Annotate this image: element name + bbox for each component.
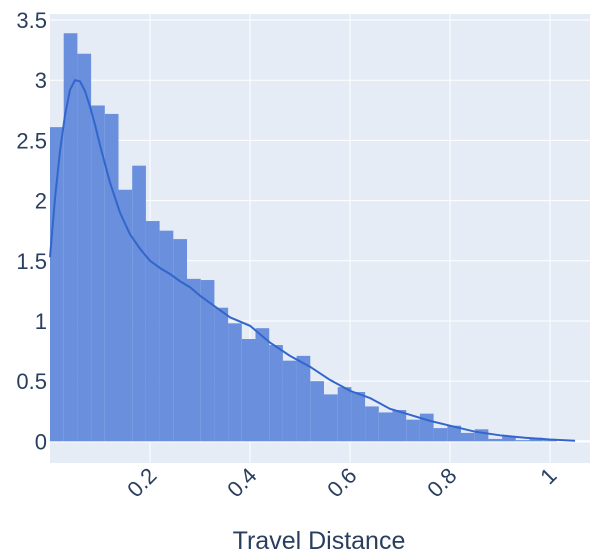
histogram-bar xyxy=(173,239,187,442)
x-tick-label: 1 xyxy=(535,463,561,489)
histogram-bar xyxy=(378,412,393,442)
y-tick-label: 1 xyxy=(35,309,47,334)
histogram-bar xyxy=(502,436,516,442)
histogram-bar xyxy=(228,323,242,442)
histogram-bar xyxy=(241,339,256,442)
histogram-bar xyxy=(392,410,407,442)
x-axis-ticks: 0.2 0.4 0.6 0.8 1 xyxy=(122,463,561,502)
x-axis-title: Travel Distance xyxy=(233,527,406,555)
histogram-bar xyxy=(77,53,92,442)
histogram-bar xyxy=(255,328,270,442)
histogram-bar xyxy=(488,438,503,442)
histogram-bar xyxy=(91,105,105,442)
histogram-bar xyxy=(159,230,174,442)
histogram-bar xyxy=(214,307,229,442)
y-tick-label: 2 xyxy=(35,189,47,214)
histogram-bar xyxy=(324,394,338,442)
y-axis-ticks: 0 0.5 1 1.5 2 2.5 3 3.5 xyxy=(16,8,47,454)
x-tick-label: 0.6 xyxy=(322,463,361,502)
y-tick-label: 0.5 xyxy=(16,369,47,394)
histogram-bars xyxy=(50,33,557,442)
histogram-bar xyxy=(337,387,352,442)
histogram-bar xyxy=(447,425,461,442)
histogram-bar xyxy=(543,440,557,442)
histogram-bar xyxy=(515,440,530,442)
histogram-bar xyxy=(282,360,297,442)
histogram-bar xyxy=(63,33,78,442)
histogram-bar xyxy=(365,406,379,442)
y-tick-label: 1.5 xyxy=(16,249,47,274)
histogram-bar xyxy=(433,428,448,442)
histogram-bar xyxy=(145,221,160,442)
y-tick-label: 2.5 xyxy=(16,128,47,153)
y-tick-label: 3.5 xyxy=(16,8,47,33)
histogram-bar xyxy=(269,345,283,442)
histogram-bar xyxy=(351,391,366,442)
histogram-bar xyxy=(104,113,119,442)
x-tick-label: 0.2 xyxy=(122,463,161,502)
histogram-bar xyxy=(461,432,475,442)
y-tick-label: 0 xyxy=(35,429,47,454)
x-tick-label: 0.8 xyxy=(422,463,461,502)
histogram-bar xyxy=(406,419,420,442)
histogram-bar xyxy=(118,189,133,442)
histogram-bar xyxy=(310,381,324,442)
x-tick-label: 0.4 xyxy=(222,463,261,502)
histogram-bar xyxy=(200,280,215,442)
density-curve xyxy=(49,79,576,442)
histogram-bar xyxy=(132,165,146,442)
histogram-bar xyxy=(187,278,201,442)
y-tick-label: 3 xyxy=(35,68,47,93)
histogram-bar xyxy=(296,355,311,442)
